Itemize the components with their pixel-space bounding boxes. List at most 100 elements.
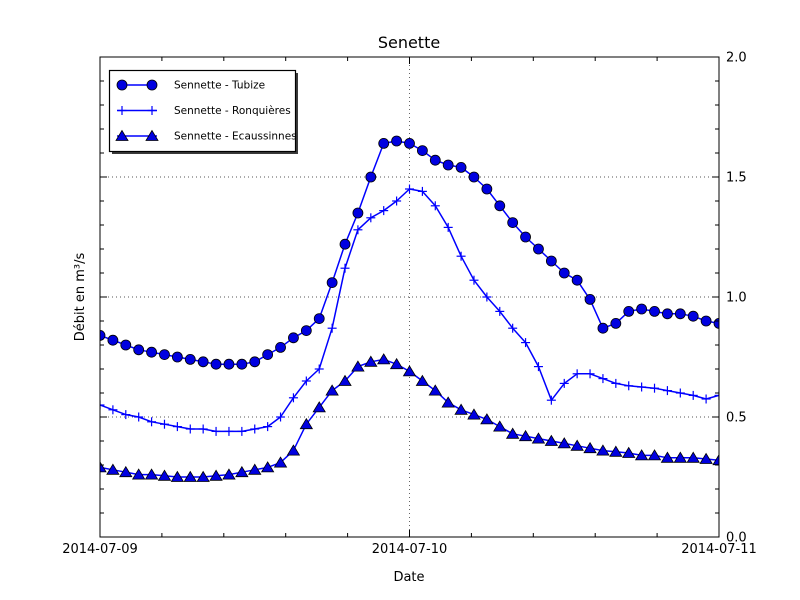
data-point-marker: [597, 322, 609, 334]
legend: Sennette - Tubize Sennette - Ronquières Se…: [108, 69, 298, 154]
x-axis-label: Date: [393, 570, 424, 585]
series-group: [100, 135, 719, 482]
data-point-marker: [197, 356, 209, 368]
data-point-marker: [171, 351, 183, 363]
data-point-marker: [365, 171, 377, 183]
data-point-marker: [480, 413, 494, 425]
data-point-marker: [571, 274, 583, 286]
data-point-marker: [673, 451, 688, 463]
data-point-marker: [494, 200, 506, 212]
x-tick-label: 2014-07-09: [62, 542, 138, 557]
data-point-marker: [299, 417, 314, 430]
legend-label: Sennette - Ecaussinnes: [174, 131, 297, 143]
data-point-marker: [100, 461, 107, 473]
x-tick-label: 2014-07-11: [681, 542, 757, 557]
data-point-marker: [505, 427, 520, 439]
data-point-marker: [119, 465, 133, 478]
series-circle: [100, 135, 719, 370]
data-point-marker: [557, 437, 571, 449]
x-tick-label: 2014-07-10: [372, 542, 448, 557]
data-point-marker: [402, 365, 417, 377]
data-point-marker: [441, 396, 455, 408]
data-point-marker: [647, 449, 662, 461]
data-point-marker: [481, 183, 493, 195]
data-point-marker: [275, 341, 286, 353]
data-point-marker: [260, 461, 275, 473]
data-point-marker: [377, 353, 391, 365]
data-point-marker: [429, 154, 441, 166]
data-point-marker: [115, 129, 129, 141]
data-point-marker: [145, 129, 159, 141]
legend-item: Sennette - Tubize: [116, 79, 265, 92]
data-point-marker: [404, 137, 415, 149]
y-axis-label: Débit en m³/s: [73, 253, 88, 342]
data-point-marker: [184, 353, 196, 365]
data-point-marker: [210, 358, 222, 370]
data-point-marker: [107, 334, 119, 346]
data-point-marker: [507, 217, 519, 229]
legend-label: Sennette - Tubize: [174, 80, 265, 92]
data-point-marker: [120, 339, 132, 351]
data-point-marker: [389, 357, 404, 370]
data-point-marker: [570, 439, 584, 451]
series-plus: [100, 184, 719, 436]
data-point-marker: [248, 463, 262, 475]
data-point-marker: [196, 470, 210, 482]
data-point-marker: [170, 470, 185, 482]
data-point-marker: [312, 401, 326, 413]
data-point-marker: [636, 303, 648, 315]
data-point-marker: [454, 403, 468, 415]
data-point-marker: [610, 317, 622, 329]
data-point-marker: [699, 452, 713, 464]
y-tick-label: 0.0: [726, 531, 747, 546]
data-point-marker: [236, 358, 248, 370]
data-point-marker: [249, 356, 261, 368]
x-tick-labels: 2014-07-09 2014-07-10 2014-07-11: [62, 542, 757, 557]
data-point-marker: [116, 79, 128, 91]
data-point-marker: [286, 444, 301, 456]
y-tick-label: 0.5: [726, 411, 747, 426]
data-point-marker: [493, 420, 507, 432]
y-tick-labels: 0.0 0.5 1.0 1.5 2.0: [726, 51, 747, 546]
data-point-marker: [209, 469, 223, 481]
legend-label: Sennette - Ronquières: [174, 105, 291, 117]
data-point-marker: [364, 355, 378, 367]
data-point-marker: [183, 470, 197, 482]
data-point-marker: [623, 305, 635, 317]
data-point-marker: [339, 238, 351, 250]
data-point-marker: [428, 384, 442, 396]
data-point-marker: [622, 446, 636, 458]
data-point-marker: [468, 171, 480, 183]
data-point-marker: [609, 445, 623, 457]
data-point-marker: [455, 161, 467, 173]
data-point-marker: [131, 468, 146, 480]
data-point-marker: [520, 231, 531, 243]
data-point-marker: [146, 346, 157, 358]
y-tick-label: 1.5: [726, 171, 747, 186]
data-point-marker: [544, 434, 559, 446]
data-point-marker: [222, 468, 236, 480]
data-point-marker: [325, 384, 339, 396]
data-point-marker: [106, 463, 120, 475]
data-point-marker: [686, 451, 700, 463]
data-point-marker: [660, 451, 675, 463]
data-point-marker: [326, 277, 338, 289]
chart-title: Senette: [378, 33, 440, 52]
data-point-marker: [300, 325, 312, 337]
data-point-marker: [133, 344, 145, 356]
data-point-marker: [584, 293, 596, 305]
data-point-marker: [634, 449, 649, 461]
data-point-marker: [596, 444, 610, 456]
series-triangle-up: [100, 353, 719, 482]
data-point-marker: [288, 332, 299, 344]
data-point-marker: [144, 468, 159, 480]
data-point-marker: [558, 267, 570, 279]
data-point-marker: [100, 330, 106, 341]
data-point-marker: [700, 315, 712, 327]
data-point-marker: [467, 408, 481, 420]
data-point-marker: [391, 135, 403, 147]
data-point-marker: [533, 243, 544, 255]
data-point-marker: [159, 349, 170, 361]
